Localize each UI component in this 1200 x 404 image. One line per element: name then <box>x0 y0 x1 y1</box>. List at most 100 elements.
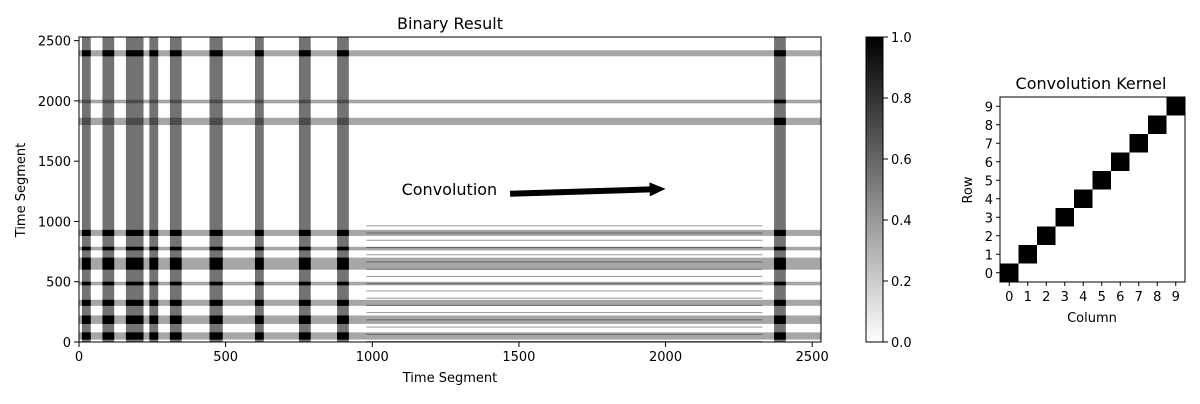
y-tick-label: 1500 <box>38 155 71 170</box>
x-tick-label: 2500 <box>796 350 829 365</box>
heatmap-cell <box>774 299 786 306</box>
heatmap-cell <box>298 257 311 270</box>
heatmap-cell <box>254 299 264 306</box>
heatmap-cell <box>774 257 786 270</box>
dense-column <box>254 37 264 342</box>
heatmap-cell <box>81 50 91 57</box>
y-tick-label: 1000 <box>38 215 71 230</box>
kernel-y-tick-label: 9 <box>985 100 993 115</box>
dense-row <box>79 281 821 286</box>
kernel-x-tick-label: 9 <box>1172 290 1180 305</box>
heatmap-cell <box>298 315 311 324</box>
heatmap-cell <box>81 281 91 286</box>
colorbar-gradient <box>865 36 884 343</box>
dense-column <box>774 37 786 342</box>
sparse-row <box>366 247 763 249</box>
kernel-title: Convolution Kernel <box>1016 74 1167 93</box>
heatmap-cell <box>125 229 144 236</box>
kernel-y-tick-label: 1 <box>985 248 993 263</box>
kernel-y-label: Row <box>961 176 976 203</box>
x-tick-label: 500 <box>213 350 238 365</box>
kernel-cell <box>1018 245 1037 264</box>
heatmap-cell <box>209 246 223 251</box>
heatmap-cell <box>254 315 264 324</box>
convolution-annotation: Convolution <box>402 180 498 199</box>
y-tick-label: 500 <box>46 276 71 291</box>
heatmap-cell <box>169 332 182 340</box>
heatmap-cell <box>169 257 182 270</box>
kernel-cell <box>1074 189 1093 208</box>
heatmap-cell <box>774 99 786 104</box>
x-tick-label: 0 <box>75 350 83 365</box>
heatmap-cell <box>81 246 91 251</box>
sparse-row <box>366 304 763 306</box>
dense-column <box>169 37 182 342</box>
heatmap-cell <box>209 50 223 57</box>
sparse-row <box>366 319 763 321</box>
kernel-cell <box>1148 115 1167 134</box>
main-y-label: Time Segment <box>14 143 29 238</box>
heatmap-cell <box>149 299 159 306</box>
dense-row <box>79 332 821 340</box>
main-y-ticks: 0 500 1000 1500 2000 2500 <box>38 35 79 351</box>
heatmap-cell <box>81 332 91 340</box>
heatmap-cell <box>102 229 115 236</box>
heatmap-cell <box>298 50 311 57</box>
heatmap-cell <box>209 281 223 286</box>
kernel-x-tick-label: 6 <box>1116 290 1124 305</box>
kernel-x-tick-label: 2 <box>1042 290 1050 305</box>
kernel-y-tick-label: 0 <box>985 267 993 282</box>
heatmap-cell <box>149 257 159 270</box>
main-title: Binary Result <box>397 14 503 33</box>
kernel-y-tick-label: 5 <box>985 174 993 189</box>
heatmap-cell <box>774 315 786 324</box>
heatmap-cell <box>254 281 264 286</box>
heatmap-cell <box>149 50 159 57</box>
x-tick-label: 1500 <box>502 350 535 365</box>
heatmap-cell <box>254 246 264 251</box>
heatmap-cell <box>337 332 349 340</box>
heatmap-cell <box>774 281 786 286</box>
kernel-cell <box>1129 134 1148 153</box>
colorbar: 0.0 0.2 0.4 0.6 0.8 1.0 <box>865 31 912 351</box>
kernel-x-tick-label: 7 <box>1135 290 1143 305</box>
dense-column <box>149 37 159 342</box>
heatmap-cell <box>337 281 349 286</box>
heatmap-cell <box>774 229 786 236</box>
sparse-row <box>366 275 763 277</box>
sparse-row <box>366 225 763 227</box>
heatmap-cell <box>209 315 223 324</box>
heatmap-cell <box>337 315 349 324</box>
main-x-ticks: 0 500 1000 1500 2000 2500 <box>75 342 829 365</box>
heatmap-cell <box>337 50 349 57</box>
x-tick-label: 1000 <box>356 350 389 365</box>
dense-column <box>102 37 115 342</box>
kernel-cell <box>1166 97 1185 116</box>
y-tick-label: 0 <box>63 336 71 351</box>
heatmap-cell <box>169 229 182 236</box>
kernel-x-tick-label: 8 <box>1153 290 1161 305</box>
kernel-y-tick-label: 8 <box>985 119 993 134</box>
sparse-row <box>366 268 763 270</box>
heatmap-cell <box>125 257 144 270</box>
kernel-x-tick-label: 4 <box>1079 290 1087 305</box>
heatmap-cell <box>169 246 182 251</box>
kernel-cell <box>1037 226 1056 245</box>
heatmap-cell <box>125 332 144 340</box>
heatmap-cell <box>149 229 159 236</box>
kernel-x-tick-label: 3 <box>1061 290 1069 305</box>
dense-row <box>79 257 821 270</box>
heatmap-cell <box>774 117 786 126</box>
colorbar-tick-label: 0.6 <box>891 153 912 168</box>
sparse-row <box>366 297 763 299</box>
dense-row <box>79 246 821 251</box>
kernel-cell <box>1000 263 1019 282</box>
heatmap-cell <box>337 246 349 251</box>
heatmap-cell <box>125 246 144 251</box>
heatmap-cell <box>337 229 349 236</box>
heatmap-cell <box>254 229 264 236</box>
kernel-x-tick-label: 1 <box>1024 290 1032 305</box>
colorbar-tick-label: 0.2 <box>891 275 912 290</box>
